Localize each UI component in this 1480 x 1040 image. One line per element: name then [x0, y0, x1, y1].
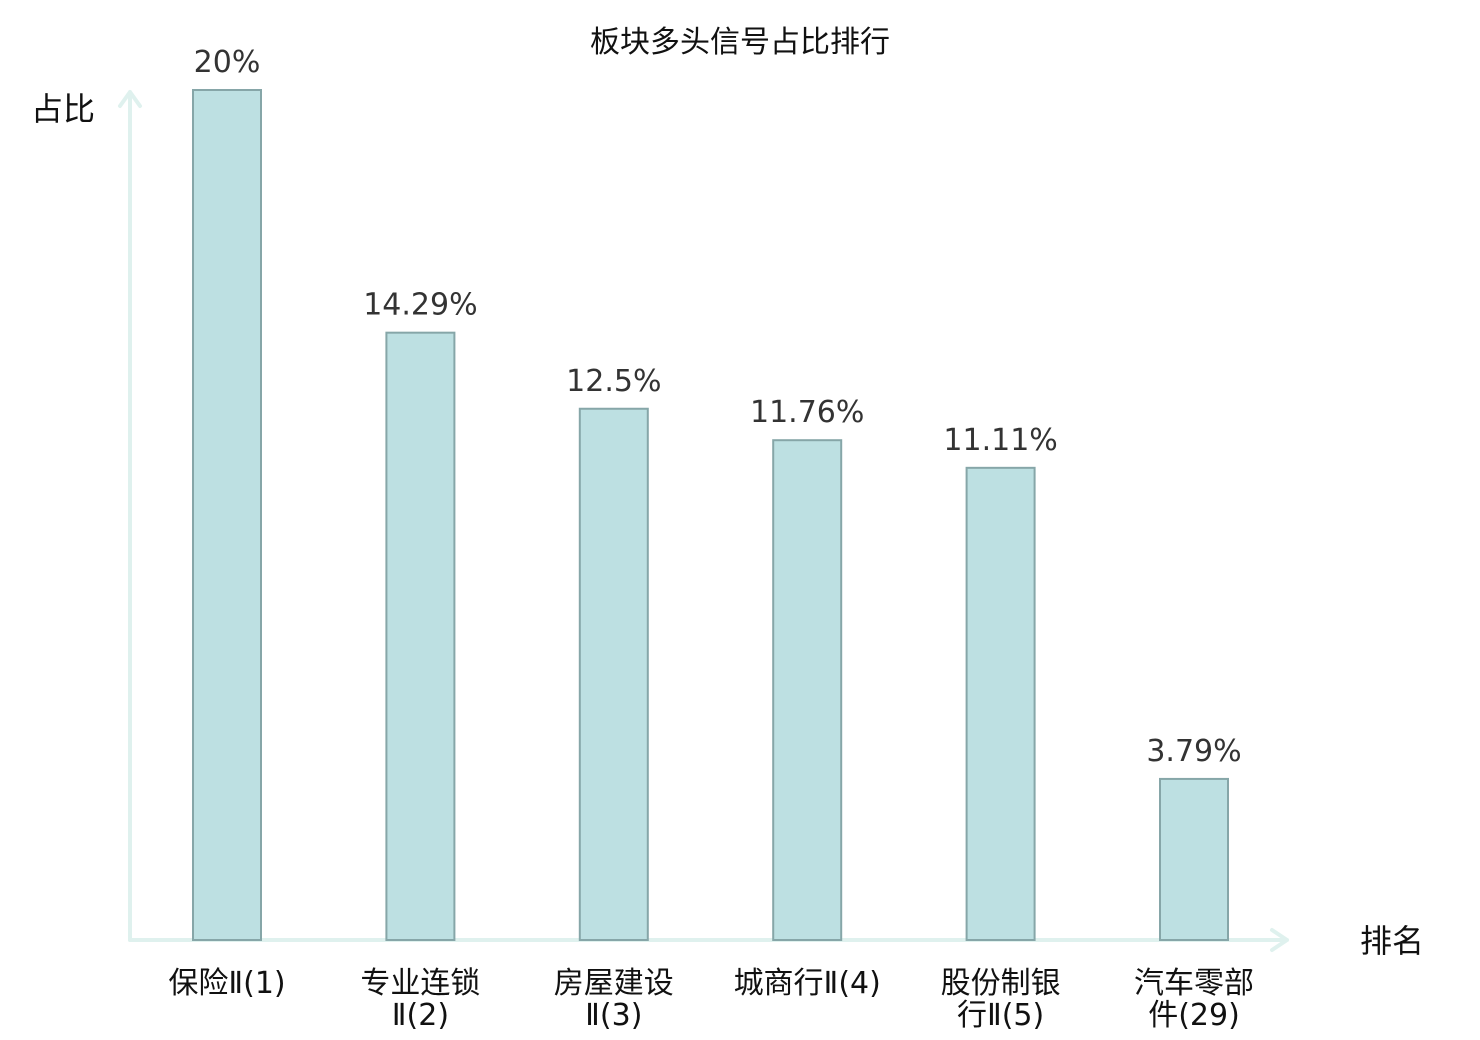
value-label-3: 12.5%: [566, 364, 661, 399]
category-label-5-line-1: 股份制银: [941, 966, 1061, 1001]
value-label-5: 11.11%: [943, 423, 1057, 458]
value-label-2: 14.29%: [363, 288, 477, 323]
category-label-6-line-2: 件(29): [1148, 998, 1240, 1033]
x-axis-line: [128, 928, 1289, 952]
chart-title: 板块多头信号占比排行: [590, 25, 890, 60]
category-label-1-line-1: 保险Ⅱ(1): [168, 966, 285, 1001]
value-label-4: 11.76%: [750, 395, 864, 430]
category-label-5-line-2: 行Ⅱ(5): [957, 998, 1044, 1033]
bar-4: [772, 439, 843, 941]
value-label-1: 20%: [194, 45, 261, 80]
category-label-2-line-2: Ⅱ(2): [392, 998, 449, 1033]
y-axis-line: [118, 90, 142, 942]
bar-6: [1159, 777, 1229, 941]
category-label-3-line-2: Ⅱ(3): [585, 998, 642, 1033]
category-label-3-line-1: 房屋建设: [554, 966, 674, 1001]
bar-2: [385, 331, 456, 941]
x-axis-label: 排名: [1360, 922, 1424, 960]
value-label-6: 3.79%: [1146, 734, 1241, 769]
category-label-6-line-1: 汽车零部: [1134, 966, 1254, 1001]
bar-1: [192, 89, 262, 941]
category-label-4-line-1: 城商行Ⅱ(4): [734, 966, 881, 1001]
category-label-2-line-1: 专业连锁: [360, 966, 480, 1001]
bar-5: [965, 466, 1036, 941]
bar-3: [578, 407, 649, 941]
y-axis-label: 占比: [31, 90, 95, 128]
